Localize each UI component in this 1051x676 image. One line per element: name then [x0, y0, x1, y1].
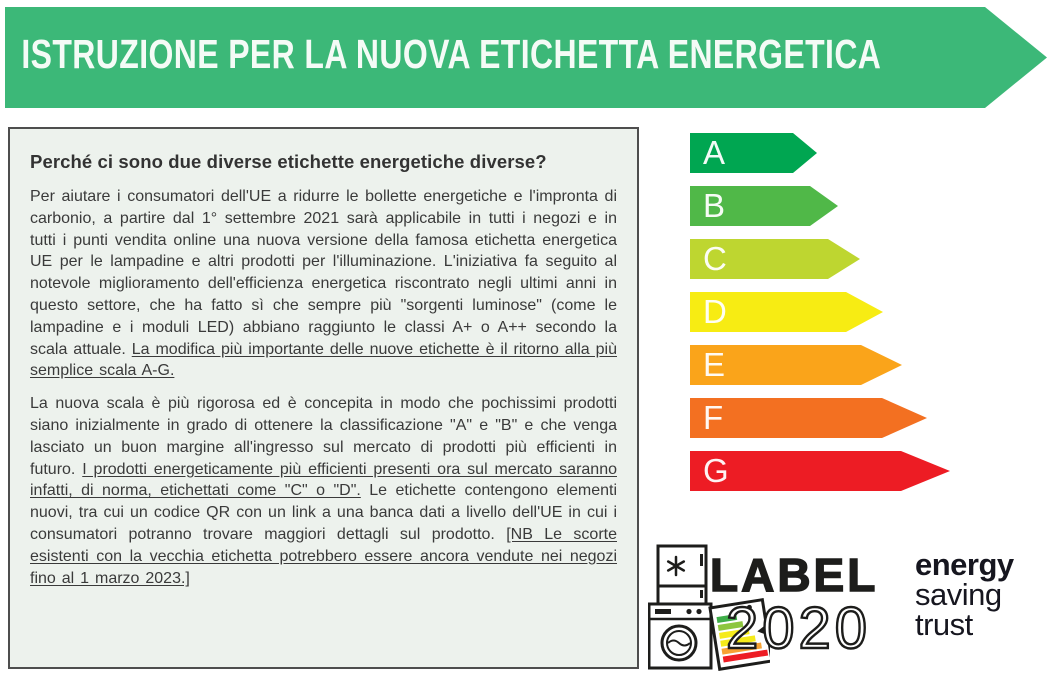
paragraph: Per aiutare i consumatori dell'UE a ridu…	[30, 186, 617, 382]
est-word-energy: energy	[915, 547, 1014, 582]
paragraph: La nuova scala è più rigorosa ed è conce…	[30, 393, 617, 589]
info-paragraphs: Per aiutare i consumatori dell'UE a ridu…	[30, 186, 617, 589]
energy-class-letter: F	[703, 399, 724, 436]
snowflake-icon	[666, 555, 686, 577]
energy-class-letter: D	[703, 293, 727, 330]
fridge-icon	[656, 544, 708, 606]
underlined-text: [NB Le scorte esistenti con la vecchia e…	[30, 525, 617, 587]
label2020-appliances-icon	[648, 544, 770, 671]
energy-class-arrow-d: D	[690, 292, 883, 332]
body-text: Le etichette contengono elementi nuovi, …	[30, 482, 617, 543]
energy-class-letter: A	[703, 134, 726, 171]
energy-class-arrow-a: A	[690, 133, 817, 173]
energy-class-arrow-f: F	[690, 398, 927, 438]
info-heading: Perché ci sono due diverse etichette ene…	[30, 151, 547, 172]
body-text: Per aiutare i consumatori dell'UE a ridu…	[30, 188, 617, 358]
est-word-trust: trust	[915, 607, 973, 642]
energy-label-card-icon	[708, 597, 770, 671]
energy-class-letter: B	[703, 187, 726, 224]
energy-class-arrow-e: E	[690, 345, 902, 385]
page-title: ISTRUZIONE PER LA NUOVA ETICHETTA ENERGE…	[21, 31, 882, 77]
label2020-year: 2020	[725, 595, 871, 662]
energy-class-arrow-c: C	[690, 239, 860, 279]
underlined-text: I prodotti energeticamente più efficient…	[30, 460, 617, 500]
underlined-text: La modifica più importante delle nuove e…	[30, 340, 617, 380]
header-banner: ISTRUZIONE PER LA NUOVA ETICHETTA ENERGE…	[5, 7, 1047, 108]
energy-saving-trust-logo: energy saving trust	[915, 547, 1014, 642]
washing-machine-icon	[648, 602, 713, 670]
energy-class-letter: E	[703, 346, 726, 383]
label2020-year-text: 2020	[726, 596, 871, 661]
energy-class-arrow-g: G	[690, 451, 950, 491]
label2020-wordmark: LABEL	[709, 548, 879, 602]
info-box: Perché ci sono due diverse etichette ene…	[8, 127, 639, 669]
energy-class-letter: G	[703, 452, 729, 489]
est-word-saving: saving	[915, 577, 1002, 612]
energy-class-letter: C	[703, 240, 727, 277]
body-text: La nuova scala è più rigorosa ed è conce…	[30, 395, 617, 478]
energy-class-arrow-b: B	[690, 186, 838, 226]
